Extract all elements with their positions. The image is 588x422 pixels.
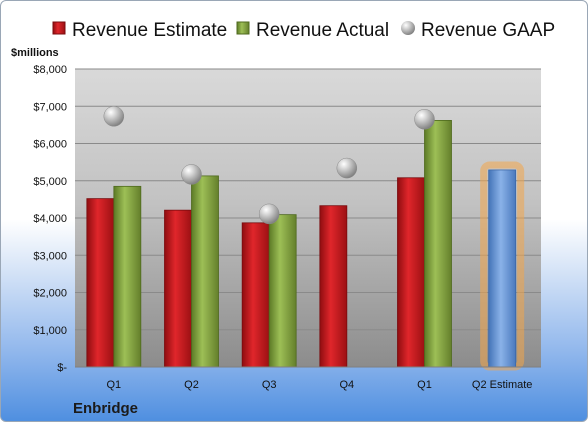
legend: Revenue Estimate Revenue Actual Revenue …: [52, 20, 555, 41]
x-tick-label: Q2: [184, 379, 199, 391]
bar-revenue-actual: [191, 175, 219, 368]
legend-label-actual: Revenue Actual: [256, 20, 389, 41]
bars: [86, 120, 525, 371]
marker-revenue-gaap: [181, 164, 202, 185]
marker-revenue-gaap: [414, 109, 435, 130]
gridlines: [75, 68, 541, 331]
x-tick-label: Q3: [262, 379, 277, 391]
y-axis-ticks: $- $1,000 $2,000 $3,000 $4,000 $5,000 $6,000 $7…: [33, 64, 67, 374]
x-tick-label: Q1: [106, 379, 121, 391]
x-axis-ticks: Q1 Q2 Q3 Q4 Q1 Q2 Estimate: [106, 379, 532, 391]
legend-swatch-estimate: [52, 21, 66, 35]
y-tick-label: $6,000: [33, 139, 67, 151]
legend-item-gaap: Revenue GAAP: [401, 20, 555, 41]
bar-revenue-actual: [268, 214, 297, 368]
y-tick-label: $4,000: [33, 213, 67, 225]
y-tick-label: $7,000: [33, 101, 67, 113]
bar-revenue-estimate: [164, 209, 192, 368]
gaap-markers: [103, 106, 435, 225]
marker-revenue-gaap: [258, 203, 280, 225]
bar-revenue-estimate: [397, 177, 425, 368]
y-tick-label: $8,000: [33, 64, 67, 76]
x-tick-label: Q1: [417, 379, 432, 391]
legend-swatch-gaap: [401, 21, 415, 35]
unit-label: $millions: [11, 47, 59, 59]
bar-revenue-estimate: [86, 198, 115, 368]
bar-q2-estimate: [488, 169, 517, 368]
bar-revenue-estimate: [319, 205, 348, 368]
marker-revenue-gaap: [336, 157, 358, 179]
bar-revenue-actual: [113, 185, 142, 368]
x-tick-label: Q4: [339, 379, 354, 391]
bar-revenue-estimate: [241, 222, 270, 368]
y-tick-label: $2,000: [33, 288, 67, 300]
legend-label-gaap: Revenue GAAP: [421, 20, 555, 41]
marker-revenue-gaap: [103, 106, 125, 127]
y-tick-label: $3,000: [33, 250, 67, 262]
legend-label-estimate: Revenue Estimate: [72, 20, 227, 41]
y-tick-label: $5,000: [33, 176, 67, 188]
bar-revenue-actual: [424, 120, 452, 368]
y-tick-label: $1,000: [33, 325, 67, 337]
x-tick-label: Q2 Estimate: [472, 379, 533, 391]
legend-item-actual: Revenue Actual: [236, 20, 389, 41]
y-tick-label: $-: [57, 362, 67, 374]
company-name: Enbridge: [73, 400, 138, 417]
legend-item-estimate: Revenue Estimate: [52, 20, 227, 41]
legend-swatch-actual: [236, 21, 250, 35]
